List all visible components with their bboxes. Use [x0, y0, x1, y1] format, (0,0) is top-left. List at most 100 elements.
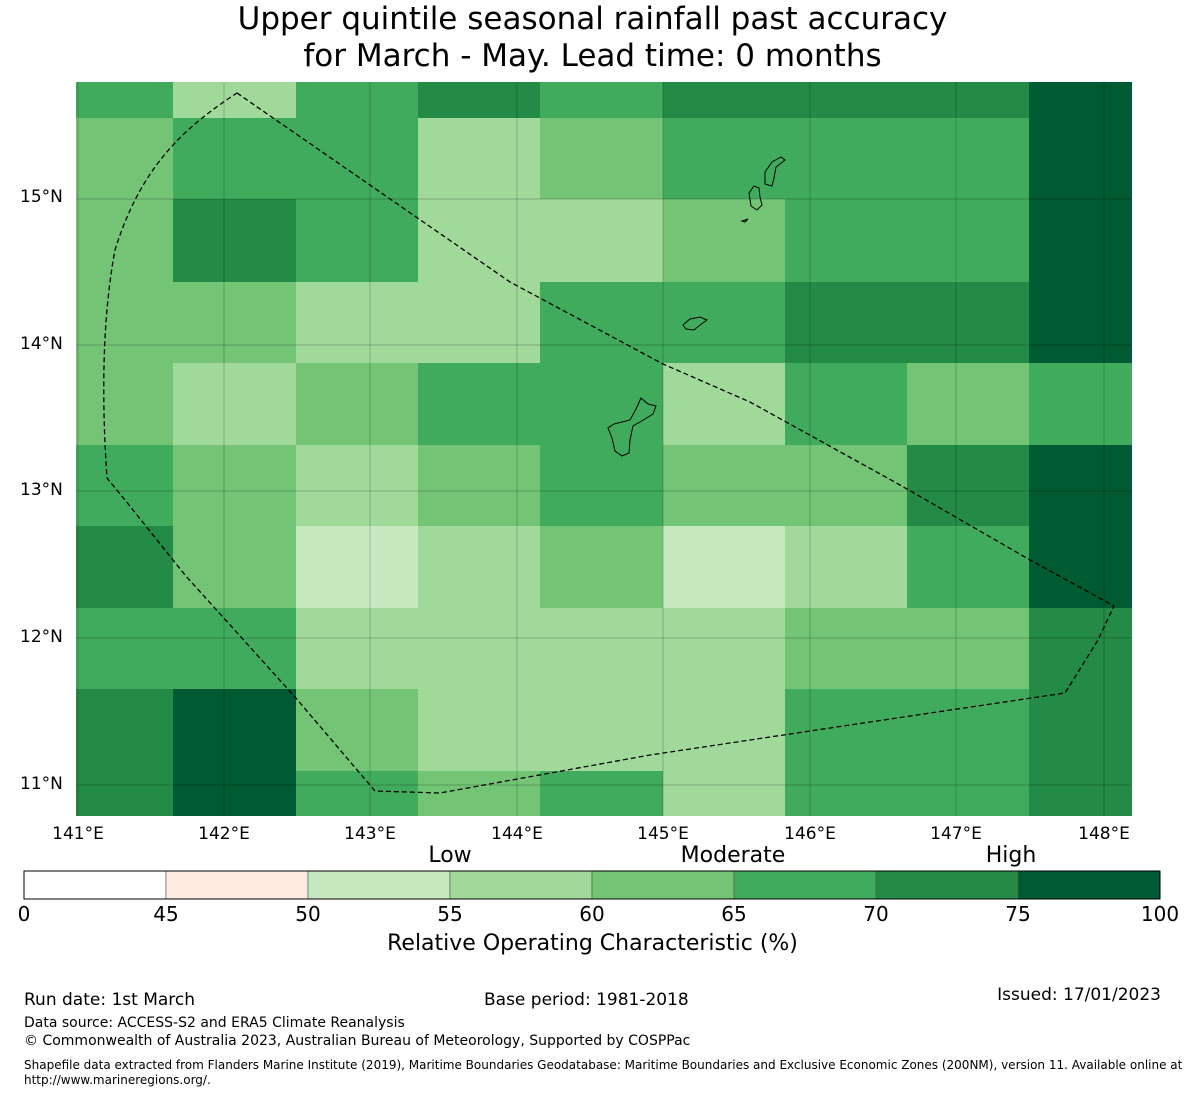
roc-cell-r9-c7 [907, 771, 1029, 816]
chart-title-line-2: for March - May. Lead time: 0 months [303, 38, 882, 74]
roc-cell-r4-c5 [663, 363, 785, 445]
roc-cell-r8-c0 [76, 689, 173, 771]
roc-cell-r1-c0 [76, 118, 173, 199]
roc-cell-r7-c7 [907, 608, 1029, 689]
roc-cell-r3-c2 [296, 282, 418, 363]
roc-cell-r5-c4 [540, 445, 663, 526]
roc-cell-r1-c8 [1029, 118, 1132, 199]
roc-cell-r6-c7 [907, 526, 1029, 608]
colorbar-tick-65: 65 [721, 902, 747, 926]
eez-boundary [103, 92, 1115, 794]
roc-cell-r0-c0 [76, 82, 173, 118]
roc-cell-r8-c2 [296, 689, 418, 771]
roc-cell-r7-c4 [540, 608, 663, 689]
colorbar-tick-45: 45 [153, 902, 179, 926]
roc-cell-r9-c5 [663, 771, 785, 816]
roc-cell-r4-c3 [418, 363, 540, 445]
chart-title-line-1: Upper quintile seasonal rainfall past ac… [237, 1, 948, 37]
colorbar-swatch-6 [875, 870, 1019, 900]
roc-grid [76, 82, 1132, 816]
lat-label-12n: 12°N [20, 627, 63, 647]
roc-cell-r4-c8 [1029, 363, 1132, 445]
roc-cell-r8-c4 [540, 689, 663, 771]
roc-cell-r9-c2 [296, 771, 418, 816]
roc-cell-r0-c2 [296, 82, 418, 118]
roc-cell-r8-c1 [173, 689, 296, 771]
roc-cell-r1-c5 [663, 118, 785, 199]
roc-cell-r7-c3 [418, 608, 540, 689]
roc-cell-r2-c3 [418, 199, 540, 282]
lon-label-145e: 145°E [637, 824, 689, 844]
roc-cell-r7-c0 [76, 608, 173, 689]
island-saipan [764, 156, 786, 187]
roc-cell-r6-c8 [1029, 526, 1132, 608]
colorbar-tick-75: 75 [1005, 902, 1031, 926]
island-rota [682, 316, 709, 331]
lat-lon-gridlines [76, 82, 1132, 816]
roc-cell-r2-c1 [173, 199, 296, 282]
colorbar-tick-100: 100 [1140, 902, 1180, 926]
lon-label-147e: 147°E [930, 824, 982, 844]
roc-cell-r5-c2 [296, 445, 418, 526]
roc-cell-r4-c0 [76, 363, 173, 445]
roc-cell-r7-c6 [785, 608, 907, 689]
colorbar-swatch-4 [591, 870, 735, 900]
roc-cell-r6-c1 [173, 526, 296, 608]
roc-cell-r5-c7 [907, 445, 1029, 526]
roc-cell-r8-c7 [907, 689, 1029, 771]
roc-cell-r3-c1 [173, 282, 296, 363]
roc-cell-r1-c4 [540, 118, 663, 199]
roc-cell-r5-c1 [173, 445, 296, 526]
roc-cell-r4-c1 [173, 363, 296, 445]
roc-cell-r2-c0 [76, 199, 173, 282]
roc-cell-r6-c4 [540, 526, 663, 608]
roc-cell-r8-c3 [418, 689, 540, 771]
roc-cell-r6-c6 [785, 526, 907, 608]
roc-cell-r8-c8 [1029, 689, 1132, 771]
roc-cell-r0-c7 [907, 82, 1029, 118]
roc-cell-r2-c6 [785, 199, 907, 282]
roc-cell-r0-c5 [663, 82, 785, 118]
colorbar-swatch-5 [733, 870, 877, 900]
roc-cell-r8-c5 [663, 689, 785, 771]
lon-label-146e: 146°E [784, 824, 836, 844]
roc-cell-r5-c3 [418, 445, 540, 526]
roc-cell-r6-c0 [76, 526, 173, 608]
roc-cell-r3-c6 [785, 282, 907, 363]
colorbar-tick-50: 50 [295, 902, 321, 926]
roc-cell-r1-c3 [418, 118, 540, 199]
roc-cell-r3-c8 [1029, 282, 1132, 363]
island-outlines [607, 156, 786, 457]
roc-cell-r2-c4 [540, 199, 663, 282]
roc-cell-r1-c1 [173, 118, 296, 199]
roc-cell-r3-c0 [76, 282, 173, 363]
data-source: Data source: ACCESS-S2 and ERA5 Climate … [24, 1015, 405, 1031]
lon-label-144e: 144°E [491, 824, 543, 844]
colorbar-title: Relative Operating Characteristic (%) [387, 931, 798, 956]
island-aguijan [740, 218, 749, 223]
colorbar-swatch-3 [449, 870, 593, 900]
colorbar-category-low: Low [428, 843, 472, 868]
lat-label-14n: 14°N [20, 334, 63, 354]
roc-cell-r3-c4 [540, 282, 663, 363]
colorbar-category-high: High [985, 843, 1037, 868]
colorbar-category-moderate: Moderate [680, 843, 786, 868]
roc-cell-r7-c2 [296, 608, 418, 689]
issued-date: Issued: 17/01/2023 [997, 985, 1161, 1005]
roc-cell-r1-c2 [296, 118, 418, 199]
roc-cell-r9-c1 [173, 771, 296, 816]
roc-cell-r9-c4 [540, 771, 663, 816]
roc-cell-r6-c2 [296, 526, 418, 608]
roc-cell-r0-c8 [1029, 82, 1132, 118]
roc-cell-r4-c6 [785, 363, 907, 445]
shapefile-note: Shapefile data extracted from Flanders M… [24, 1058, 1183, 1087]
colorbar [23, 870, 1161, 900]
colorbar-tick-0: 0 [17, 902, 31, 926]
colorbar-swatch-7 [1017, 870, 1161, 900]
colorbar-tick-60: 60 [579, 902, 605, 926]
roc-cell-r3-c7 [907, 282, 1029, 363]
colorbar-tick-70: 70 [863, 902, 889, 926]
roc-cell-r1-c7 [907, 118, 1029, 199]
roc-cell-r2-c2 [296, 199, 418, 282]
lon-label-142e: 142°E [198, 824, 250, 844]
